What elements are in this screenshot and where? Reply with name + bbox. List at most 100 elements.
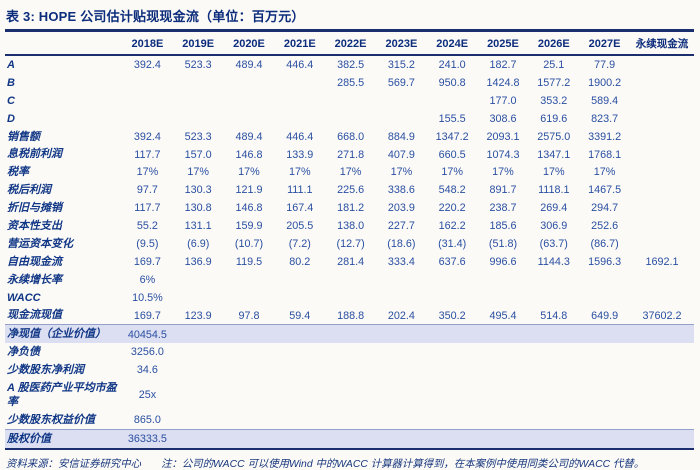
cell-value <box>224 411 275 429</box>
cell-value <box>224 379 275 411</box>
cell-value <box>375 429 427 451</box>
cell-value <box>630 74 694 92</box>
cell-value: (7.2) <box>288 238 311 251</box>
cell-value: (6.9) <box>187 238 210 251</box>
cell-value: 884.9 <box>387 130 415 143</box>
cell-value: 238.7 <box>489 202 517 215</box>
cell-value <box>630 110 694 128</box>
wacc-note: 注：公司的WACC 可以使用Wind 中的WACC 计算器计算得到，在本案例中使… <box>161 459 645 470</box>
cell-value <box>376 411 427 429</box>
cell-value: 2575.0 <box>537 130 571 143</box>
dcf-table: 2018E 2019E 2020E 2021E 2022E 2023E 2024E 2025E… <box>5 32 694 451</box>
cell-value: 97.7 <box>136 184 158 197</box>
cell-value: 6% <box>139 273 156 286</box>
cell-value <box>223 324 275 344</box>
cell-value <box>325 289 376 307</box>
cell-value <box>325 271 376 289</box>
row-label: 折旧与摊销 <box>7 202 62 215</box>
cell-value <box>528 289 579 307</box>
cell-value <box>376 110 427 128</box>
cell-value: 25.1 <box>543 59 565 72</box>
cell-value <box>528 429 580 451</box>
cell-value: 996.6 <box>489 255 517 268</box>
cell-value: 111.1 <box>287 184 313 197</box>
table-row: C 177.0 353.2 589.4 <box>5 92 694 110</box>
year-column-header: 2018E <box>122 32 173 56</box>
cell-value <box>122 110 173 128</box>
cell-value: (12.7) <box>336 238 365 251</box>
cell-value <box>224 289 275 307</box>
cell-value: 130.8 <box>184 202 212 215</box>
row-label: 息税前利润 <box>7 148 62 161</box>
cell-value <box>630 379 694 411</box>
year-column-header: 2023E <box>375 32 427 56</box>
cell-value <box>579 361 630 379</box>
cell-value <box>630 55 694 74</box>
cell-value: 589.4 <box>591 94 619 107</box>
table-row: 净现值（企业价值） 40454.5 <box>5 324 694 344</box>
cell-value <box>224 110 275 128</box>
cell-value: 17% <box>288 166 311 179</box>
cell-value <box>173 411 224 429</box>
row-label: 现金流现值 <box>7 309 62 322</box>
cell-value <box>427 379 478 411</box>
cell-value <box>274 324 326 344</box>
cell-value <box>579 324 630 344</box>
cell-value <box>630 411 694 429</box>
table-row: B 285.5 569.7 950.8 1424.8 1577.2 1900.2 <box>5 74 694 92</box>
cell-value <box>477 429 529 451</box>
cell-value: 269.4 <box>540 202 568 215</box>
cell-value <box>274 271 325 289</box>
cell-value <box>223 429 275 451</box>
cell-value: 865.0 <box>133 414 161 427</box>
cell-value <box>122 74 173 92</box>
table-title: 表 3: HOPE 公司估计贴现现金流（单位：百万元） <box>5 3 694 32</box>
cell-value: 17% <box>238 166 260 179</box>
cell-value <box>427 361 478 379</box>
cell-value: 17% <box>441 166 463 179</box>
cell-value <box>528 379 579 411</box>
cell-value <box>478 379 529 411</box>
cell-value <box>173 110 224 128</box>
table-row: 税后利润 97.7 130.3 121.9 111.1 225.6 338.6 548.2 89… <box>5 181 694 199</box>
cell-value: 523.3 <box>184 130 212 143</box>
table-row: 永续增长率 6% <box>5 271 694 289</box>
cell-value: 159.9 <box>235 220 263 233</box>
cell-value <box>630 181 694 199</box>
cell-value <box>477 324 529 344</box>
cell-value: 136.9 <box>184 255 212 268</box>
cell-value: 17% <box>492 166 514 179</box>
cell-value <box>325 324 376 344</box>
cell-value: 891.7 <box>489 184 517 197</box>
cell-value: 315.2 <box>387 59 415 72</box>
cell-value: 1347.2 <box>435 130 469 143</box>
cell-value <box>376 271 427 289</box>
row-label: D <box>7 112 15 125</box>
cell-value: 203.9 <box>387 202 415 215</box>
cell-value: 1596.3 <box>588 255 622 268</box>
cell-value: 308.6 <box>489 112 517 125</box>
cell-value <box>224 271 275 289</box>
row-label: 税后利润 <box>7 184 51 197</box>
cell-value: 252.6 <box>591 220 619 233</box>
cell-value <box>630 289 694 307</box>
cell-value: 34.6 <box>136 364 158 377</box>
cell-value: 182.7 <box>489 59 517 72</box>
cell-value <box>173 343 224 361</box>
row-label: B <box>7 76 15 89</box>
cell-value: 294.7 <box>591 202 619 215</box>
cell-value: 117.7 <box>134 148 161 161</box>
table-row: 资本性支出 55.2 131.1 159.9 205.5 138.0 227.7 162.2 1… <box>5 217 694 235</box>
cell-value <box>274 343 325 361</box>
cell-value: 202.4 <box>387 309 415 322</box>
cell-value <box>376 343 427 361</box>
table-row: WACC 10.5% <box>5 289 694 307</box>
cell-value <box>173 379 224 411</box>
year-column-header: 2026E <box>528 32 580 56</box>
cell-value <box>478 289 529 307</box>
cell-value <box>427 343 478 361</box>
cell-value <box>375 324 427 344</box>
year-column-header: 2020E <box>223 32 275 56</box>
table-row: 股权价值 36333.5 <box>5 429 694 451</box>
